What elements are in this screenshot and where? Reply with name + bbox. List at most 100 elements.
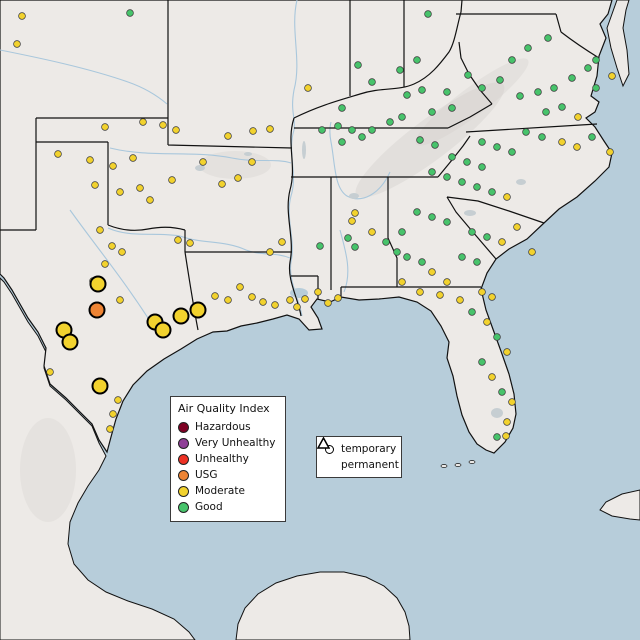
station-marker-good	[443, 88, 451, 96]
stations-layer	[13, 9, 616, 441]
aqi-color-dot	[178, 501, 189, 513]
station-marker-good	[508, 148, 516, 156]
station-marker-good	[592, 84, 600, 92]
station-marker-good	[463, 158, 471, 166]
station-marker-good	[398, 113, 406, 121]
station-marker-good	[493, 333, 501, 341]
station-marker-moderate	[478, 288, 486, 296]
station-marker-good	[344, 234, 352, 242]
station-marker-good	[468, 228, 476, 236]
station-marker-good	[464, 71, 472, 79]
station-marker-moderate	[199, 158, 207, 166]
station-marker-good	[458, 178, 466, 186]
station-marker-good	[473, 258, 481, 266]
station-marker-good	[418, 258, 426, 266]
station-marker-good	[338, 104, 346, 112]
station-marker-moderate	[502, 432, 510, 440]
station-marker-good	[403, 91, 411, 99]
aqi-legend-item: Very Unhealthy	[178, 435, 278, 451]
station-marker-good	[126, 9, 134, 17]
station-marker-moderate	[248, 158, 256, 166]
station-marker-good	[368, 78, 376, 86]
aqi-legend-item: Unhealthy	[178, 451, 278, 467]
station-marker-moderate	[498, 238, 506, 246]
station-marker-moderate	[129, 154, 137, 162]
station-marker-good	[393, 248, 401, 256]
station-marker-good	[473, 183, 481, 191]
station-marker-good	[334, 122, 342, 130]
station-marker-moderate	[118, 248, 126, 256]
station-marker-moderate	[54, 150, 62, 158]
station-marker-good	[382, 238, 390, 246]
station-marker-moderate	[483, 318, 491, 326]
station-marker-moderate	[106, 425, 114, 433]
station-marker-moderate	[456, 296, 464, 304]
station-marker-moderate	[606, 148, 614, 156]
station-marker-moderate	[224, 296, 232, 304]
yucatan-landmass	[235, 571, 411, 640]
station-marker-good	[544, 34, 552, 42]
station-marker-good	[483, 233, 491, 241]
station-marker-moderate	[211, 292, 219, 300]
station-marker-moderate	[398, 278, 406, 286]
station-marker-good	[534, 88, 542, 96]
station-marker-usg	[88, 301, 106, 319]
station-marker-moderate	[528, 248, 536, 256]
station-marker-good	[448, 153, 456, 161]
aqi-color-dot	[178, 469, 189, 481]
station-marker-moderate	[314, 288, 322, 296]
station-marker-good	[478, 138, 486, 146]
aqi-legend-item: USG	[178, 467, 278, 483]
station-marker-moderate	[101, 123, 109, 131]
station-marker-good	[524, 44, 532, 52]
station-marker-good	[428, 213, 436, 221]
station-marker-good	[396, 66, 404, 74]
station-marker-moderate	[428, 268, 436, 276]
station-marker-moderate	[159, 121, 167, 129]
aqi-legend-title: Air Quality Index	[178, 402, 270, 415]
station-marker-moderate	[186, 239, 194, 247]
station-marker-moderate	[86, 156, 94, 164]
station-marker-moderate	[234, 174, 242, 182]
station-marker-good	[468, 308, 476, 316]
station-marker-good	[443, 218, 451, 226]
station-marker-good	[493, 143, 501, 151]
station-marker-moderate	[443, 278, 451, 286]
station-marker-good	[458, 253, 466, 261]
station-marker-good	[428, 108, 436, 116]
station-marker-moderate	[503, 193, 511, 201]
station-marker-good	[522, 128, 530, 136]
station-marker-good	[448, 104, 456, 112]
station-marker-good	[443, 173, 451, 181]
station-marker-good	[416, 136, 424, 144]
station-marker-moderate	[278, 238, 286, 246]
shape-legend-item: permanent	[317, 437, 399, 473]
aqi-item-label: Very Unhealthy	[195, 437, 276, 449]
station-marker-moderate	[574, 113, 582, 121]
station-marker-good	[478, 163, 486, 171]
station-marker-good	[592, 56, 600, 64]
station-marker-moderate	[109, 162, 117, 170]
station-marker-moderate	[61, 333, 79, 351]
station-marker-moderate	[508, 398, 516, 406]
station-marker-moderate	[248, 293, 256, 301]
station-marker-moderate	[168, 176, 176, 184]
station-marker-moderate	[286, 296, 294, 304]
station-marker-moderate	[109, 410, 117, 418]
shape-legend-item: temporary	[323, 441, 397, 457]
aqi-legend-items: Hazardous Very Unhealthy Unhealthy USG Moder…	[178, 419, 278, 515]
us-landmass	[0, 0, 613, 454]
aqi-color-dot	[178, 485, 189, 497]
aqi-legend-item: Good	[178, 499, 278, 515]
station-marker-good	[351, 243, 359, 251]
station-marker-good	[478, 84, 486, 92]
station-marker-moderate	[46, 368, 54, 376]
station-marker-good	[478, 358, 486, 366]
station-marker-moderate	[503, 418, 511, 426]
station-marker-moderate	[116, 188, 124, 196]
station-marker-good	[424, 10, 432, 18]
shape-item-label: permanent	[341, 459, 399, 471]
station-marker-good	[318, 126, 326, 134]
shape-item-label: temporary	[341, 443, 397, 455]
